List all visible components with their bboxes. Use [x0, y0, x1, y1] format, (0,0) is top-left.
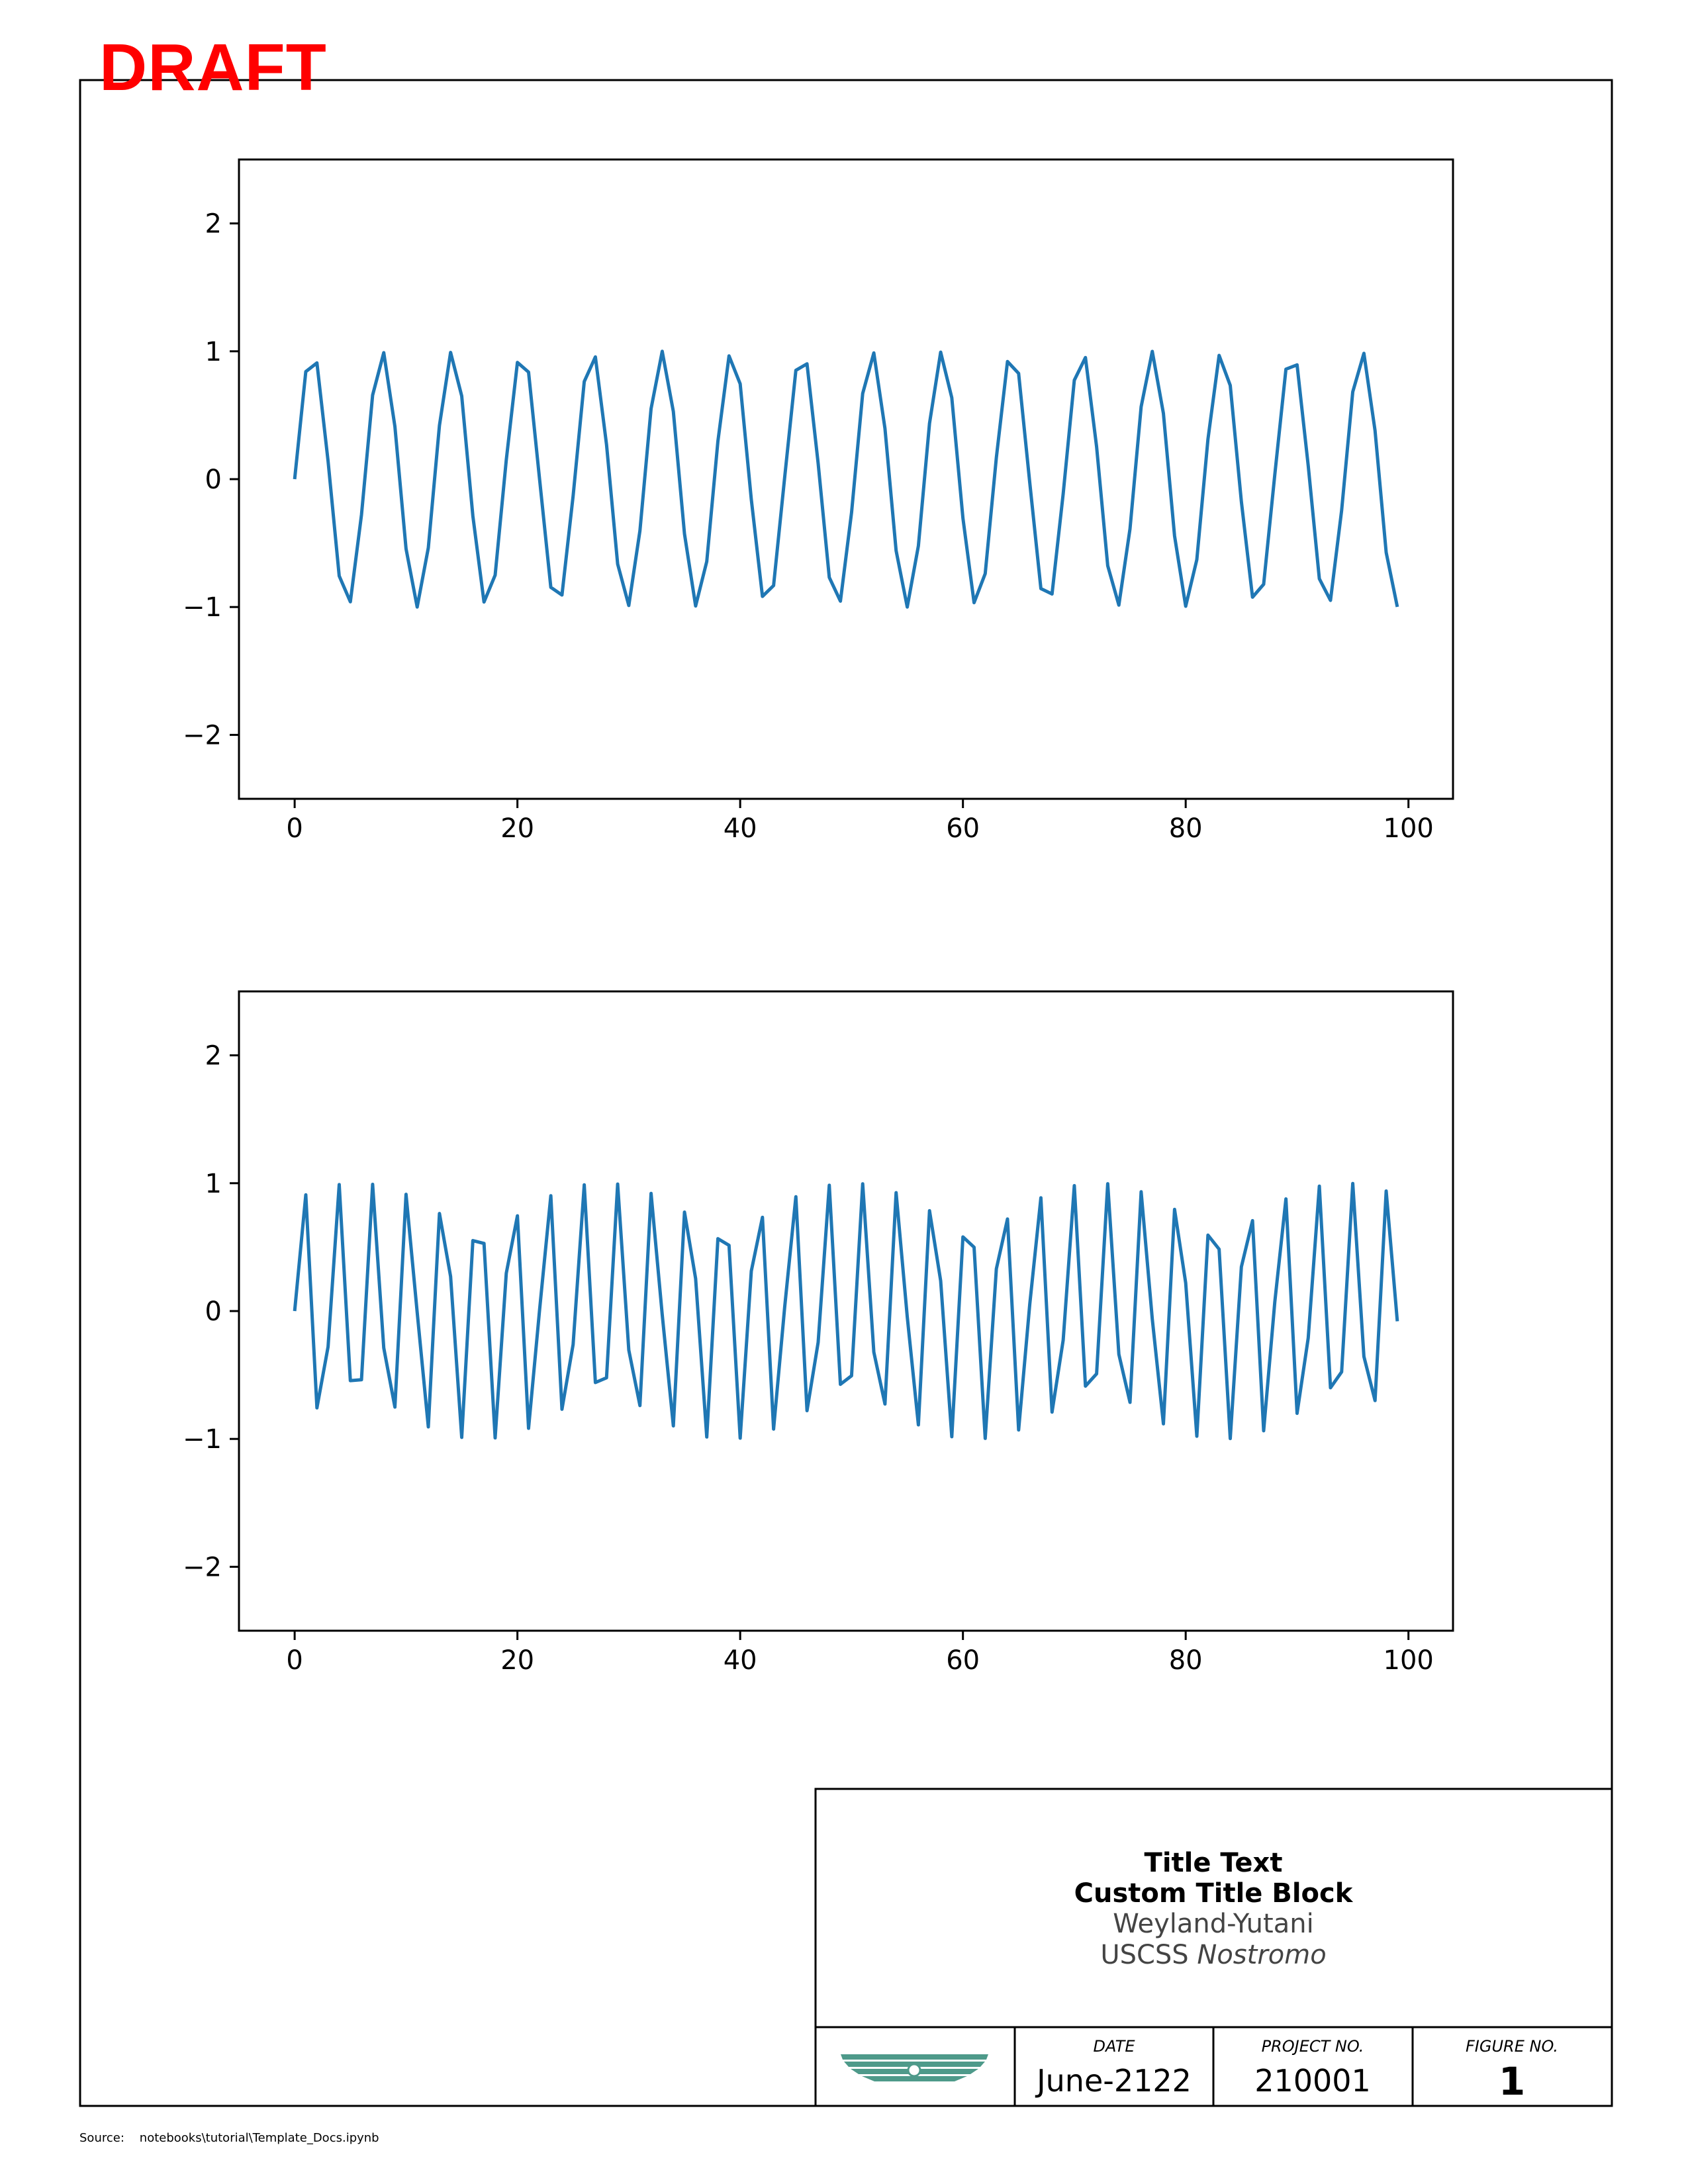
x-tick-label: 100: [1383, 1645, 1434, 1676]
x-tick-label: 0: [286, 1645, 303, 1676]
date-label: DATE: [1094, 2037, 1136, 2056]
title-text-line-1: Title Text: [1145, 1848, 1283, 1878]
y-tick-label: 0: [205, 1297, 222, 1327]
plot-frame: [238, 158, 1454, 800]
series-line: [293, 349, 1399, 609]
x-tick-label: 20: [500, 1645, 534, 1676]
x-tick-label: 20: [500, 813, 534, 844]
x-tick-label: 80: [1169, 1645, 1203, 1676]
title-block: Title Text Custom Title Block Weyland-Yu…: [814, 1788, 1613, 2107]
x-tick-label: 40: [724, 813, 757, 844]
top-line-chart: 0 20 40 60 80 100 2 1 0 −1 −2: [183, 158, 1454, 844]
y-tick-label: 2: [205, 209, 222, 240]
y-tick-label: 1: [205, 1169, 222, 1199]
project-label: PROJECT NO.: [1262, 2037, 1364, 2056]
series-line: [293, 1181, 1399, 1441]
vessel-name: USCSS Nostromo: [1100, 1940, 1326, 1970]
x-tick-label: 60: [946, 813, 980, 844]
x-tick-label: 40: [724, 1645, 757, 1676]
source-footer: Source: notebooks\tutorial\Template_Docs…: [79, 2131, 379, 2145]
y-tick-label: −1: [183, 1424, 222, 1455]
bottom-line-chart: 0 20 40 60 80 100 2 1 0 −1 −2: [183, 990, 1454, 1676]
draft-watermark: DRAFT: [99, 30, 327, 105]
figure-value: 1: [1499, 2059, 1525, 2104]
figure-label: FIGURE NO.: [1466, 2037, 1558, 2056]
page-border: [79, 79, 1613, 2107]
project-value: 210001: [1254, 2063, 1371, 2099]
winged-emblem-icon: [841, 2054, 988, 2081]
vessel-name-italic: Nostromo: [1197, 1940, 1326, 1970]
x-tick-label: 0: [286, 813, 303, 844]
y-tick-label: −2: [183, 1552, 222, 1582]
source-label: Source:: [79, 2131, 124, 2145]
x-tick-label: 80: [1169, 813, 1203, 844]
y-tick-label: −2: [183, 720, 222, 751]
plot-frame: [238, 990, 1454, 1632]
y-tick-label: 0: [205, 465, 222, 495]
y-tick-label: 1: [205, 337, 222, 367]
source-path: notebooks\tutorial\Template_Docs.ipynb: [139, 2131, 379, 2145]
date-value: June-2122: [1035, 2063, 1192, 2099]
title-text-line-2: Custom Title Block: [1074, 1878, 1354, 1909]
y-tick-label: 2: [205, 1041, 222, 1071]
company-name: Weyland-Yutani: [1113, 1909, 1313, 1939]
vessel-prefix: USCSS: [1100, 1940, 1197, 1970]
y-tick-label: −1: [183, 592, 222, 623]
x-tick-label: 60: [946, 1645, 980, 1676]
x-tick-label: 100: [1383, 813, 1434, 844]
